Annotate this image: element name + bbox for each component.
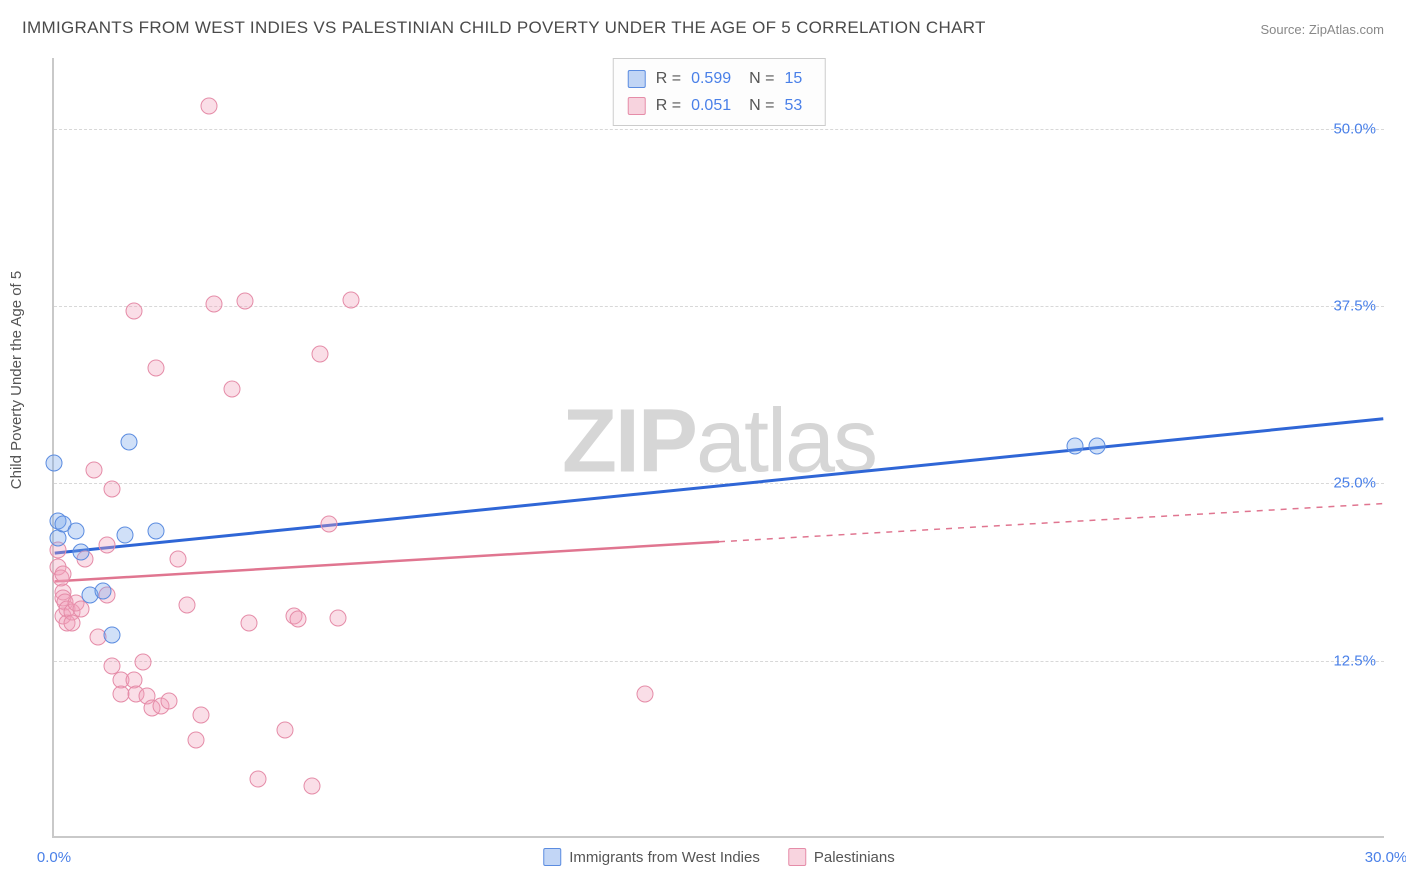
- swatch-pink-icon: [628, 97, 646, 115]
- scatter-point: [94, 582, 111, 599]
- bottom-legend: Immigrants from West Indies Palestinians: [543, 848, 895, 866]
- scatter-point: [330, 609, 347, 626]
- r-label: R =: [656, 92, 681, 119]
- r-label: R =: [656, 65, 681, 92]
- scatter-point: [103, 480, 120, 497]
- n-label: N =: [749, 92, 774, 119]
- scatter-point: [125, 303, 142, 320]
- xtick-label: 0.0%: [37, 849, 71, 866]
- ytick-label: 37.5%: [1333, 298, 1376, 315]
- scatter-point: [321, 516, 338, 533]
- scatter-point: [241, 615, 258, 632]
- stats-row-pink: R = 0.051 N = 53: [628, 92, 811, 119]
- chart-title: IMMIGRANTS FROM WEST INDIES VS PALESTINI…: [22, 18, 986, 38]
- gridline-h: [54, 306, 1384, 307]
- gridline-h: [54, 661, 1384, 662]
- n-value-pink: 53: [784, 92, 802, 119]
- scatter-point: [636, 686, 653, 703]
- scatter-point: [148, 360, 165, 377]
- trend-lines: [54, 58, 1384, 836]
- trend-line: [55, 419, 1384, 553]
- scatter-point: [179, 596, 196, 613]
- scatter-point: [99, 537, 116, 554]
- scatter-point: [117, 527, 134, 544]
- ytick-label: 25.0%: [1333, 475, 1376, 492]
- r-value-pink: 0.051: [691, 92, 731, 119]
- ytick-label: 50.0%: [1333, 120, 1376, 137]
- scatter-point: [170, 551, 187, 568]
- scatter-point: [290, 611, 307, 628]
- n-label: N =: [749, 65, 774, 92]
- swatch-blue-icon: [543, 848, 561, 866]
- trend-line: [719, 504, 1383, 542]
- scatter-point: [161, 693, 178, 710]
- watermark-light: atlas: [696, 391, 876, 491]
- swatch-blue-icon: [628, 70, 646, 88]
- scatter-point: [276, 721, 293, 738]
- scatter-point: [312, 345, 329, 362]
- scatter-point: [303, 778, 320, 795]
- ytick-label: 12.5%: [1333, 652, 1376, 669]
- r-value-blue: 0.599: [691, 65, 731, 92]
- plot-area: ZIPatlas R = 0.599 N = 15 R = 0.051 N = …: [52, 58, 1384, 838]
- scatter-point: [343, 291, 360, 308]
- scatter-point: [250, 771, 267, 788]
- legend-label-blue: Immigrants from West Indies: [569, 849, 760, 866]
- scatter-point: [205, 296, 222, 313]
- legend-item-pink: Palestinians: [788, 848, 895, 866]
- n-value-blue: 15: [784, 65, 802, 92]
- scatter-point: [134, 653, 151, 670]
- swatch-pink-icon: [788, 848, 806, 866]
- scatter-point: [72, 544, 89, 561]
- xtick-label: 30.0%: [1365, 849, 1406, 866]
- scatter-point: [192, 707, 209, 724]
- scatter-point: [54, 565, 71, 582]
- scatter-point: [85, 462, 102, 479]
- watermark: ZIPatlas: [562, 390, 876, 493]
- scatter-point: [1089, 438, 1106, 455]
- gridline-h: [54, 483, 1384, 484]
- stats-row-blue: R = 0.599 N = 15: [628, 65, 811, 92]
- scatter-point: [1067, 438, 1084, 455]
- stats-legend-box: R = 0.599 N = 15 R = 0.051 N = 53: [613, 58, 826, 126]
- watermark-bold: ZIP: [562, 391, 696, 491]
- trend-line: [55, 542, 719, 582]
- scatter-point: [223, 381, 240, 398]
- scatter-point: [46, 455, 63, 472]
- scatter-point: [236, 293, 253, 310]
- gridline-h: [54, 129, 1384, 130]
- source-attribution: Source: ZipAtlas.com: [1260, 22, 1384, 37]
- scatter-point: [121, 433, 138, 450]
- legend-item-blue: Immigrants from West Indies: [543, 848, 760, 866]
- legend-label-pink: Palestinians: [814, 849, 895, 866]
- scatter-point: [112, 686, 129, 703]
- scatter-point: [103, 626, 120, 643]
- scatter-point: [188, 731, 205, 748]
- scatter-point: [201, 97, 218, 114]
- scatter-point: [68, 523, 85, 540]
- y-axis-label: Child Poverty Under the Age of 5: [8, 271, 25, 489]
- scatter-point: [148, 523, 165, 540]
